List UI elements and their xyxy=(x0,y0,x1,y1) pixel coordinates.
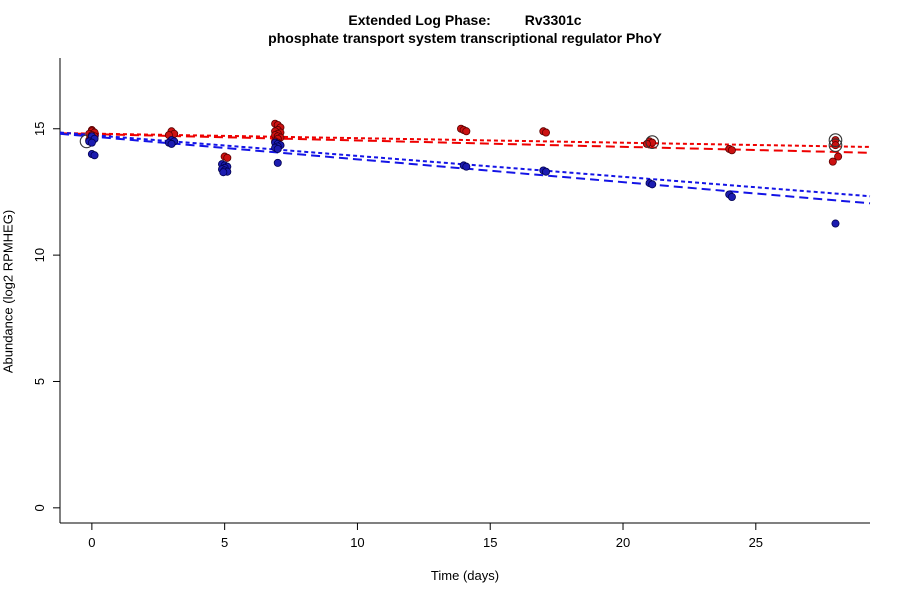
chart-subtitle: phosphate transport system transcription… xyxy=(268,30,662,46)
red-condition-data-point xyxy=(828,157,837,166)
red-condition-outlined-marker xyxy=(828,138,843,153)
red-condition-data-point xyxy=(727,146,736,155)
y-tick-label: 10 xyxy=(32,248,47,262)
x-tick-label: 0 xyxy=(88,535,95,550)
x-tick-label: 15 xyxy=(483,535,497,550)
red-condition-data-point xyxy=(542,128,551,137)
x-tick-label: 5 xyxy=(221,535,228,550)
blue-condition-data-point xyxy=(462,162,471,171)
red-condition-data-point xyxy=(831,141,840,150)
red-condition-data-point xyxy=(642,139,651,148)
red-condition-outlined-marker xyxy=(645,135,660,150)
y-tick-label: 5 xyxy=(32,378,47,385)
y-tick-label: 15 xyxy=(32,122,47,136)
blue-condition-data-point xyxy=(648,180,657,189)
blue-condition-data-point xyxy=(87,138,96,147)
blue-condition-data-point xyxy=(90,151,99,160)
red-condition-data-point xyxy=(462,127,471,136)
blue-condition-data-point xyxy=(273,158,282,167)
blue-condition-data-point xyxy=(167,139,176,148)
chart-title-gene: Rv3301c xyxy=(524,12,582,28)
red-condition-trend-line xyxy=(59,132,871,148)
x-tick-label: 20 xyxy=(616,535,630,550)
x-tick-label: 25 xyxy=(749,535,763,550)
x-axis-label: Time (days) xyxy=(430,568,500,583)
y-tick-label: 0 xyxy=(32,504,47,511)
chart-title: Extended Log Phase: Rv3301c xyxy=(0,12,900,28)
blue-condition-data-point xyxy=(542,167,551,176)
red-condition-outlined-marker xyxy=(828,133,843,147)
blue-condition-data-point xyxy=(831,219,840,228)
red-condition-data-point xyxy=(834,152,843,161)
chart-title-left: Extended Log Phase: xyxy=(348,12,491,28)
x-tick-label: 10 xyxy=(350,535,364,550)
blue-condition-data-point xyxy=(273,144,282,153)
red-condition-data-point xyxy=(223,153,232,162)
blue-condition-data-point xyxy=(727,192,736,201)
blue-condition-data-point xyxy=(219,168,228,177)
